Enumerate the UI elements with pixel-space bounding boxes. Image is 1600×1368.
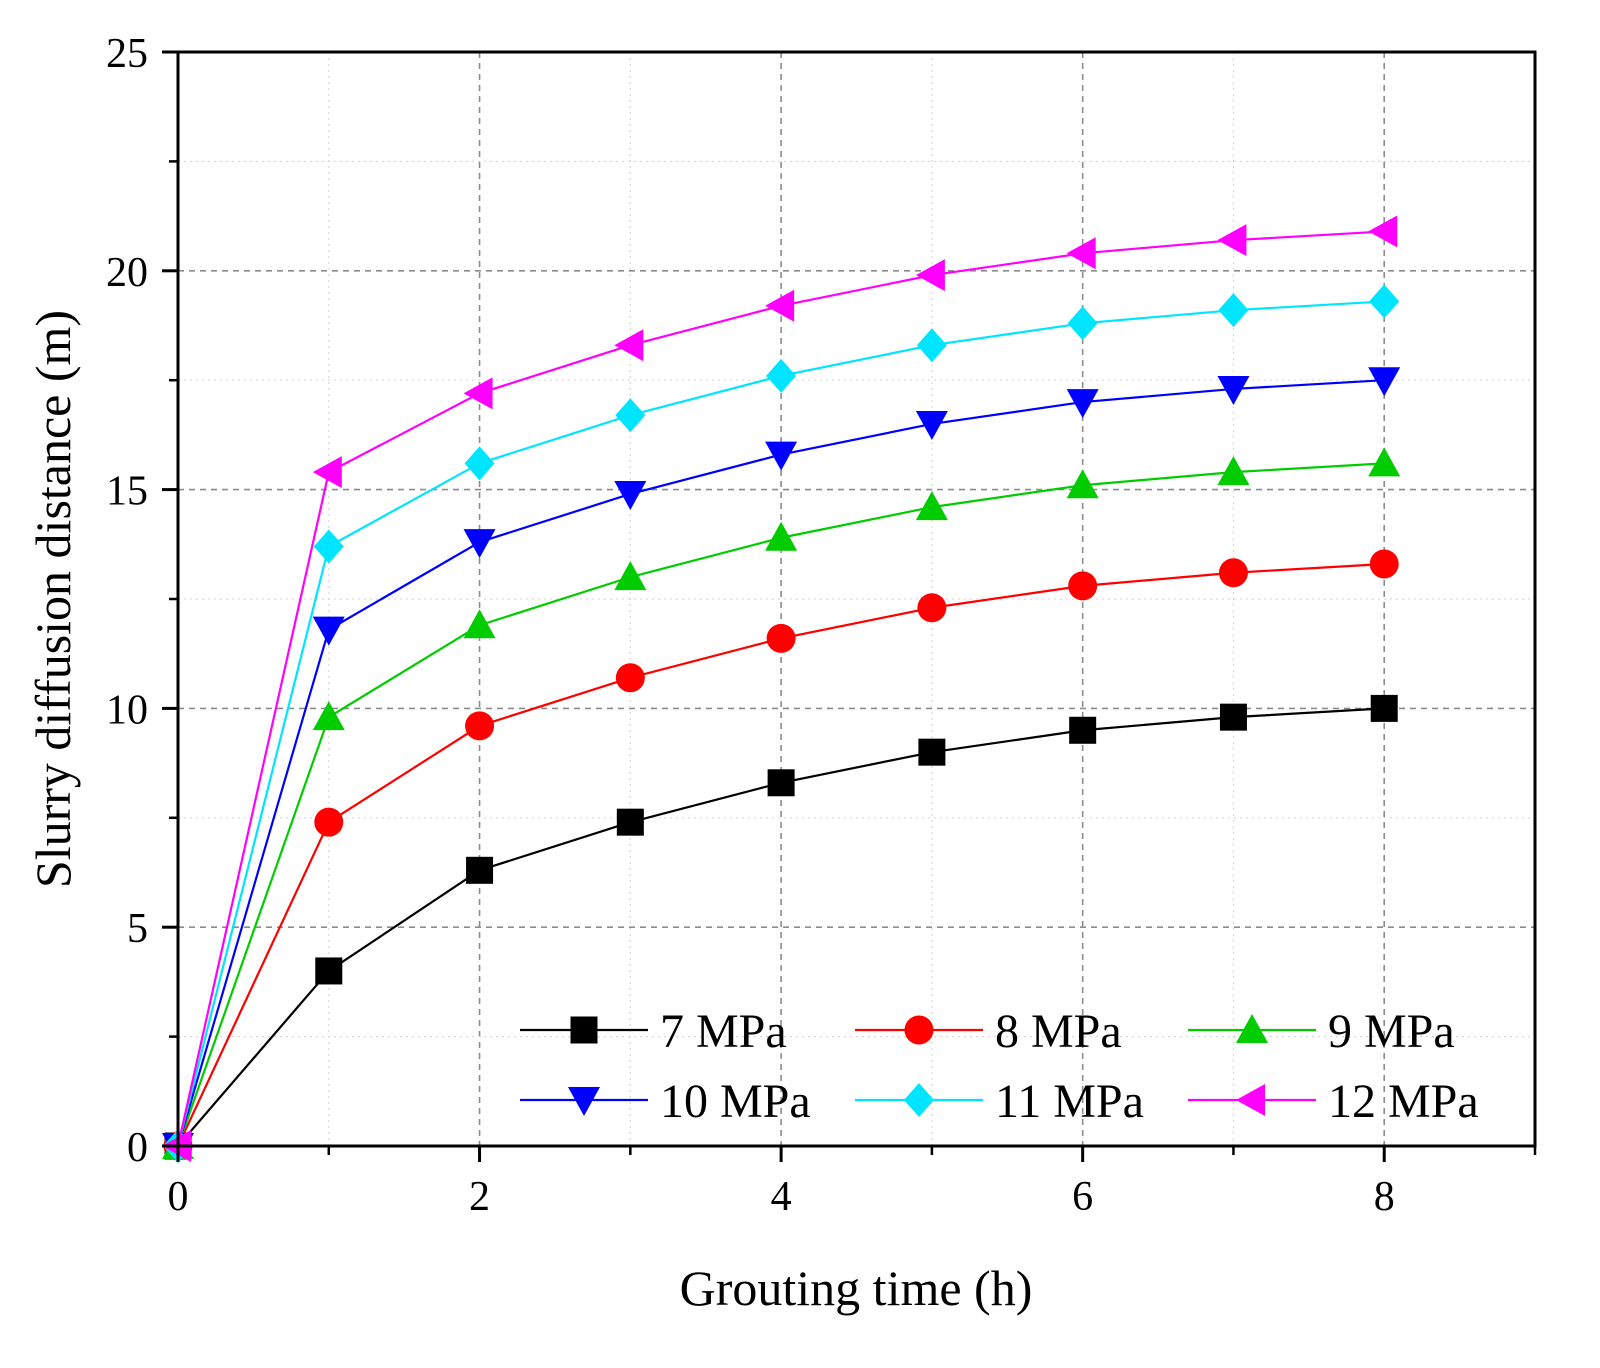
data-point	[614, 480, 647, 510]
legend-item: 9 MPa	[1188, 1005, 1455, 1058]
legend-label: 10 MPa	[660, 1075, 811, 1128]
legend-marker	[904, 1083, 934, 1117]
data-point	[312, 456, 342, 489]
legend: 7 MPa 8 MPa 9 MPa 10 MPa 11 MPa 12 MPa	[520, 1005, 1479, 1128]
legend-item: 8 MPa	[855, 1005, 1122, 1058]
data-point	[1368, 215, 1398, 248]
data-point	[1218, 293, 1249, 328]
data-point	[1218, 558, 1248, 588]
series-4	[163, 284, 1400, 1163]
data-point	[1066, 469, 1099, 499]
legend-label: 7 MPa	[660, 1005, 787, 1058]
legend-item: 7 MPa	[520, 1005, 787, 1058]
legend-item: 10 MPa	[520, 1075, 811, 1128]
legend-item: 12 MPa	[1188, 1075, 1479, 1128]
data-point	[1217, 456, 1250, 486]
data-point	[614, 329, 644, 362]
data-point	[463, 377, 493, 410]
y-tick-label: 20	[106, 250, 148, 296]
data-point	[915, 259, 945, 292]
data-point	[1066, 389, 1099, 419]
legend-label: 9 MPa	[1328, 1005, 1455, 1058]
data-point	[765, 441, 798, 471]
data-point	[312, 616, 345, 646]
legend-label: 8 MPa	[995, 1005, 1122, 1058]
data-point	[915, 410, 948, 440]
axes: 0 2 4 6 8 0 5 10 15 20 25	[106, 31, 1537, 1220]
legend-marker	[570, 1016, 598, 1044]
x-tick-label: 0	[168, 1174, 189, 1220]
x-axis-title: Grouting time (h)	[680, 1260, 1033, 1316]
x-tick-label: 8	[1374, 1174, 1395, 1220]
data-point	[465, 711, 495, 741]
data-point	[614, 561, 647, 591]
data-point	[1370, 694, 1398, 722]
data-point	[765, 289, 795, 322]
y-tick-label: 25	[106, 31, 148, 77]
data-point	[1369, 284, 1400, 319]
data-point	[1068, 571, 1098, 601]
data-point	[464, 446, 495, 481]
data-point	[1369, 549, 1399, 579]
y-tick-label: 0	[127, 1125, 148, 1171]
legend-item: 11 MPa	[855, 1075, 1144, 1128]
data-point	[1219, 703, 1247, 731]
data-point	[1066, 237, 1096, 270]
data-point	[615, 663, 645, 693]
data-point	[1217, 224, 1247, 257]
legend-marker	[1236, 1084, 1265, 1116]
y-tick-label: 10	[106, 687, 148, 733]
data-point	[312, 701, 345, 731]
y-tick-label: 5	[127, 906, 148, 952]
data-point	[315, 957, 343, 985]
y-axis-title: Slurry diffusion distance (m)	[25, 310, 81, 888]
data-point	[314, 807, 344, 837]
legend-marker	[568, 1087, 600, 1116]
data-point	[615, 398, 646, 433]
data-point	[916, 328, 947, 363]
data-point	[616, 808, 644, 836]
data-point	[1217, 375, 1250, 405]
data-point	[313, 529, 344, 564]
data-point	[767, 769, 795, 797]
data-point	[463, 609, 496, 639]
data-point	[766, 623, 796, 653]
legend-marker	[1236, 1014, 1268, 1043]
x-tick-label: 2	[469, 1174, 490, 1220]
legend-label: 11 MPa	[995, 1075, 1144, 1128]
data-point	[1368, 447, 1401, 477]
x-tick-label: 6	[1072, 1174, 1093, 1220]
legend-marker	[904, 1015, 934, 1045]
data-point	[1368, 367, 1401, 397]
data-point	[466, 856, 494, 884]
data-point	[917, 593, 947, 623]
data-point	[1069, 716, 1097, 744]
data-point	[463, 529, 496, 559]
y-tick-label: 15	[106, 469, 148, 515]
data-point	[1067, 306, 1098, 341]
data-point	[765, 521, 798, 551]
data-point	[915, 491, 948, 521]
x-tick-label: 4	[771, 1174, 792, 1220]
legend-label: 12 MPa	[1328, 1075, 1479, 1128]
data-point	[918, 738, 946, 766]
data-point	[766, 358, 797, 393]
